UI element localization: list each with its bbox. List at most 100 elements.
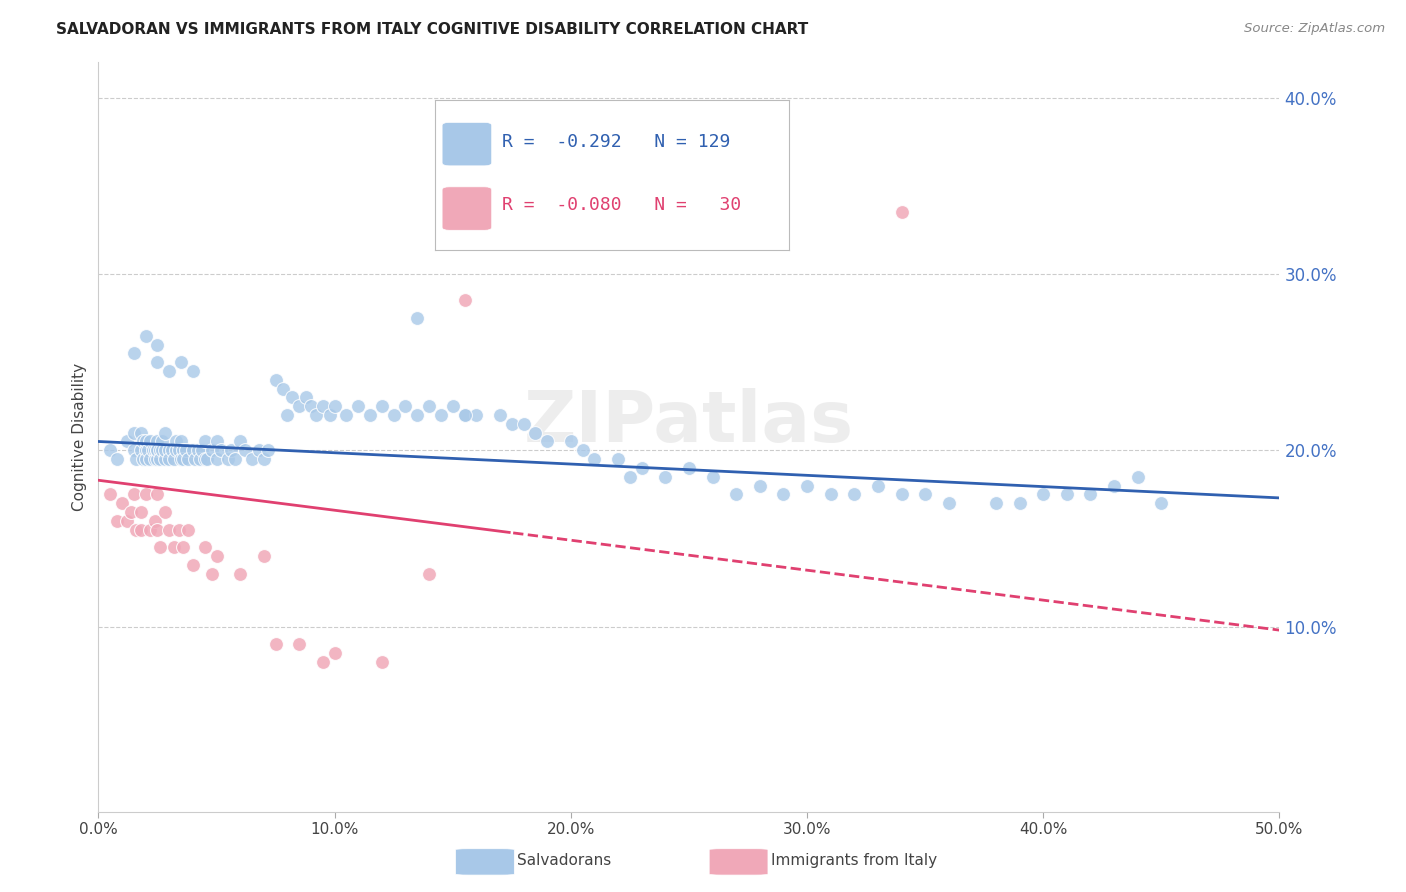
Point: [177, 452, 200, 467]
Point: [146, 443, 169, 458]
Point: [319, 408, 342, 422]
Point: [153, 452, 176, 467]
Point: [229, 566, 252, 581]
Point: [165, 443, 187, 458]
Point: [135, 487, 157, 501]
Point: [1102, 478, 1125, 492]
Point: [247, 443, 270, 458]
Point: [122, 425, 145, 440]
Point: [205, 549, 228, 563]
Point: [938, 496, 960, 510]
FancyBboxPatch shape: [456, 849, 515, 875]
Point: [201, 566, 224, 581]
Point: [501, 417, 523, 431]
Text: ZIPatlas: ZIPatlas: [524, 388, 853, 457]
Point: [453, 408, 475, 422]
Point: [122, 346, 145, 360]
Point: [359, 408, 381, 422]
Point: [654, 469, 676, 483]
Point: [820, 487, 842, 501]
Point: [406, 408, 429, 422]
Point: [524, 425, 547, 440]
Point: [146, 434, 169, 449]
Point: [194, 434, 217, 449]
Point: [125, 452, 148, 467]
Point: [136, 443, 159, 458]
Point: [181, 443, 204, 458]
Point: [135, 443, 157, 458]
Point: [382, 408, 405, 422]
Point: [371, 399, 394, 413]
Point: [150, 434, 173, 449]
Point: [560, 434, 582, 449]
Point: [772, 487, 794, 501]
Point: [536, 434, 558, 449]
Point: [139, 523, 162, 537]
Point: [844, 487, 866, 501]
Point: [184, 452, 207, 467]
Point: [619, 469, 641, 483]
Point: [453, 293, 475, 308]
Point: [157, 443, 180, 458]
FancyBboxPatch shape: [709, 849, 768, 875]
Point: [188, 452, 211, 467]
Point: [172, 541, 194, 555]
Point: [702, 469, 724, 483]
Point: [181, 364, 204, 378]
Point: [172, 452, 194, 467]
Point: [1056, 487, 1078, 501]
Point: [129, 523, 152, 537]
Point: [195, 452, 218, 467]
Point: [143, 452, 166, 467]
Point: [312, 655, 335, 669]
Point: [224, 452, 246, 467]
Point: [135, 328, 157, 343]
Point: [371, 655, 394, 669]
Point: [121, 505, 143, 519]
Point: [122, 487, 145, 501]
Point: [146, 443, 169, 458]
Point: [430, 408, 453, 422]
Point: [98, 487, 121, 501]
Point: [150, 443, 173, 458]
Point: [984, 496, 1007, 510]
Point: [146, 523, 169, 537]
Point: [914, 487, 936, 501]
Point: [441, 399, 464, 413]
Point: [276, 408, 298, 422]
Point: [453, 408, 475, 422]
Point: [630, 461, 652, 475]
Point: [229, 434, 252, 449]
Point: [583, 452, 606, 467]
Point: [135, 452, 157, 467]
Point: [347, 399, 370, 413]
Point: [146, 337, 169, 351]
Point: [271, 382, 294, 396]
Text: Immigrants from Italy: Immigrants from Italy: [770, 854, 938, 868]
Point: [205, 434, 228, 449]
Point: [1080, 487, 1102, 501]
Point: [1032, 487, 1054, 501]
Point: [219, 443, 242, 458]
Point: [866, 478, 889, 492]
Point: [149, 443, 172, 458]
Point: [1126, 469, 1149, 483]
Point: [187, 443, 209, 458]
Point: [217, 452, 239, 467]
Point: [170, 355, 193, 369]
Point: [725, 487, 748, 501]
Point: [139, 452, 162, 467]
Text: Source: ZipAtlas.com: Source: ZipAtlas.com: [1244, 22, 1385, 36]
Point: [890, 487, 912, 501]
Point: [167, 443, 190, 458]
Point: [160, 443, 183, 458]
Point: [394, 399, 416, 413]
Point: [135, 434, 157, 449]
Point: [122, 443, 145, 458]
Point: [167, 523, 190, 537]
Point: [796, 478, 818, 492]
Point: [312, 399, 335, 413]
Point: [295, 391, 318, 405]
Point: [174, 443, 197, 458]
Point: [105, 514, 128, 528]
